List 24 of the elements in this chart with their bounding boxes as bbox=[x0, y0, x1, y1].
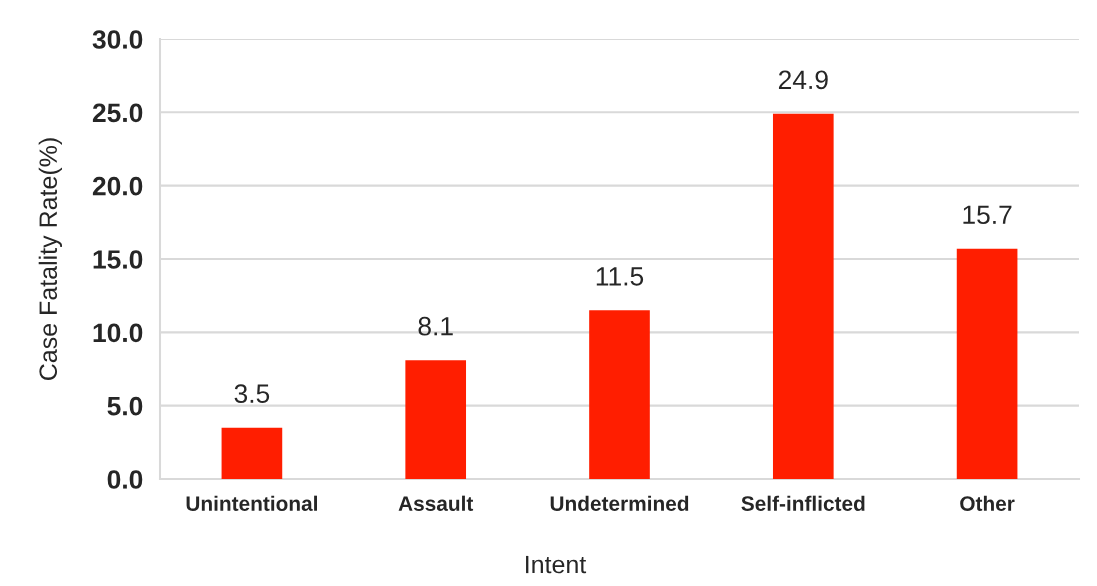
x-tick-label: Assault bbox=[398, 495, 474, 511]
data-label: 11.5 bbox=[596, 267, 644, 286]
y-tick-label: 25.0 bbox=[92, 103, 143, 123]
data-label: 3.5 bbox=[234, 384, 270, 404]
data-label: 8.1 bbox=[418, 316, 453, 336]
bar bbox=[589, 310, 650, 479]
x-axis-title: Intent bbox=[526, 555, 587, 574]
x-tick-label: Unintentional bbox=[186, 495, 317, 511]
bar bbox=[956, 248, 1018, 479]
y-tick-label: 20.0 bbox=[92, 176, 143, 196]
y-tick-label: 0.0 bbox=[107, 470, 143, 489]
data-label: 24.9 bbox=[778, 70, 828, 90]
x-tick-label: Other bbox=[960, 495, 1015, 511]
bar bbox=[772, 113, 834, 479]
bar bbox=[405, 360, 467, 479]
x-tick-label: Self-inflicted bbox=[741, 495, 865, 511]
y-tick-label: 10.0 bbox=[93, 323, 143, 343]
bar bbox=[221, 427, 283, 479]
data-label: 15.7 bbox=[963, 205, 1012, 225]
y-tick-label: 30.0 bbox=[92, 30, 143, 49]
y-tick-label: 15.0 bbox=[93, 250, 143, 269]
y-axis-title: Case Fatality Rate(%) bbox=[38, 138, 62, 380]
y-tick-label: 5.0 bbox=[107, 396, 143, 416]
x-tick-label: Undetermined bbox=[550, 495, 689, 511]
